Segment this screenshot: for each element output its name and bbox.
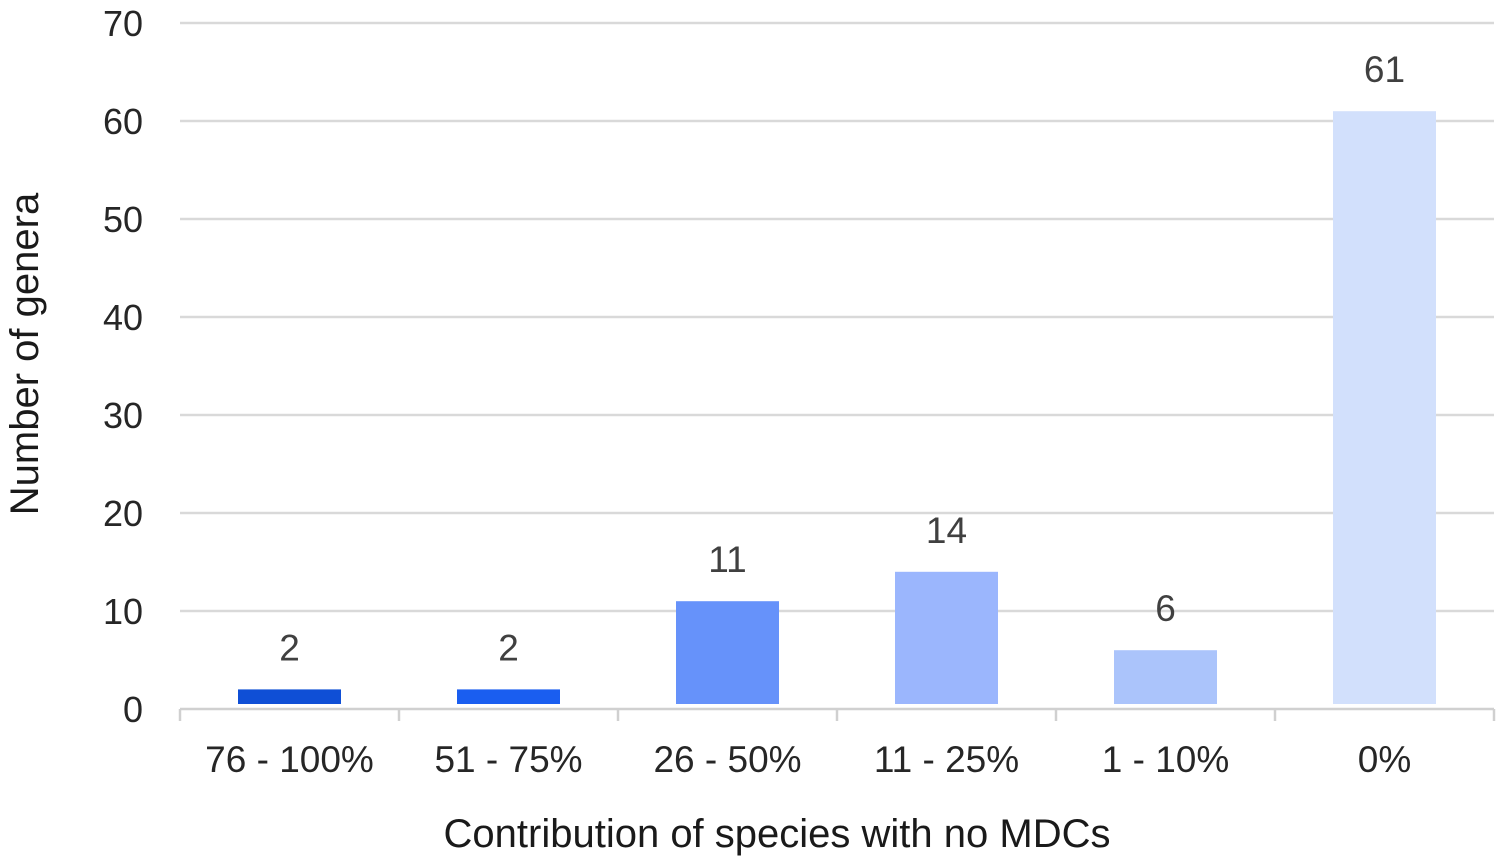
x-tick-label: 0% (1358, 739, 1411, 780)
y-tick-label: 0 (123, 689, 143, 730)
data-label: 14 (926, 510, 967, 551)
data-label: 61 (1364, 49, 1405, 90)
x-tick-label: 26 - 50% (653, 739, 801, 780)
bar-76-100 (238, 689, 341, 704)
data-labels: 2 2 11 14 6 61 (279, 49, 1405, 668)
y-tick-label: 70 (103, 3, 143, 44)
bar-26-50 (676, 601, 779, 704)
x-axis (178, 707, 1496, 721)
bar-1-10 (1114, 650, 1217, 704)
bar-11-25 (895, 571, 998, 704)
bars (238, 111, 1436, 704)
gridlines (180, 21, 1494, 613)
y-tick-label: 20 (103, 493, 143, 534)
x-axis-title: Contribution of species with no MDCs (444, 812, 1111, 856)
x-tick-label: 76 - 100% (205, 739, 374, 780)
bar-0 (1333, 111, 1436, 704)
data-label: 11 (708, 539, 746, 580)
y-tick-label: 10 (103, 591, 143, 632)
x-tick-label: 51 - 75% (434, 739, 582, 780)
data-label: 6 (1155, 588, 1176, 629)
x-tick-label: 1 - 10% (1102, 739, 1230, 780)
x-axis-tick-labels: 76 - 100% 51 - 75% 26 - 50% 11 - 25% 1 - 10%… (205, 739, 1411, 780)
y-tick-label: 60 (103, 101, 143, 142)
data-label: 2 (279, 627, 300, 668)
y-tick-label: 40 (103, 297, 143, 338)
bar-51-75 (457, 689, 560, 704)
data-label: 2 (498, 627, 519, 668)
x-tick-label: 11 - 25% (874, 739, 1019, 780)
y-tick-label: 50 (103, 199, 143, 240)
y-axis-title: Number of genera (3, 192, 47, 515)
y-axis-tick-labels: 0 10 20 30 40 50 60 70 (103, 3, 143, 730)
y-tick-label: 30 (103, 395, 143, 436)
